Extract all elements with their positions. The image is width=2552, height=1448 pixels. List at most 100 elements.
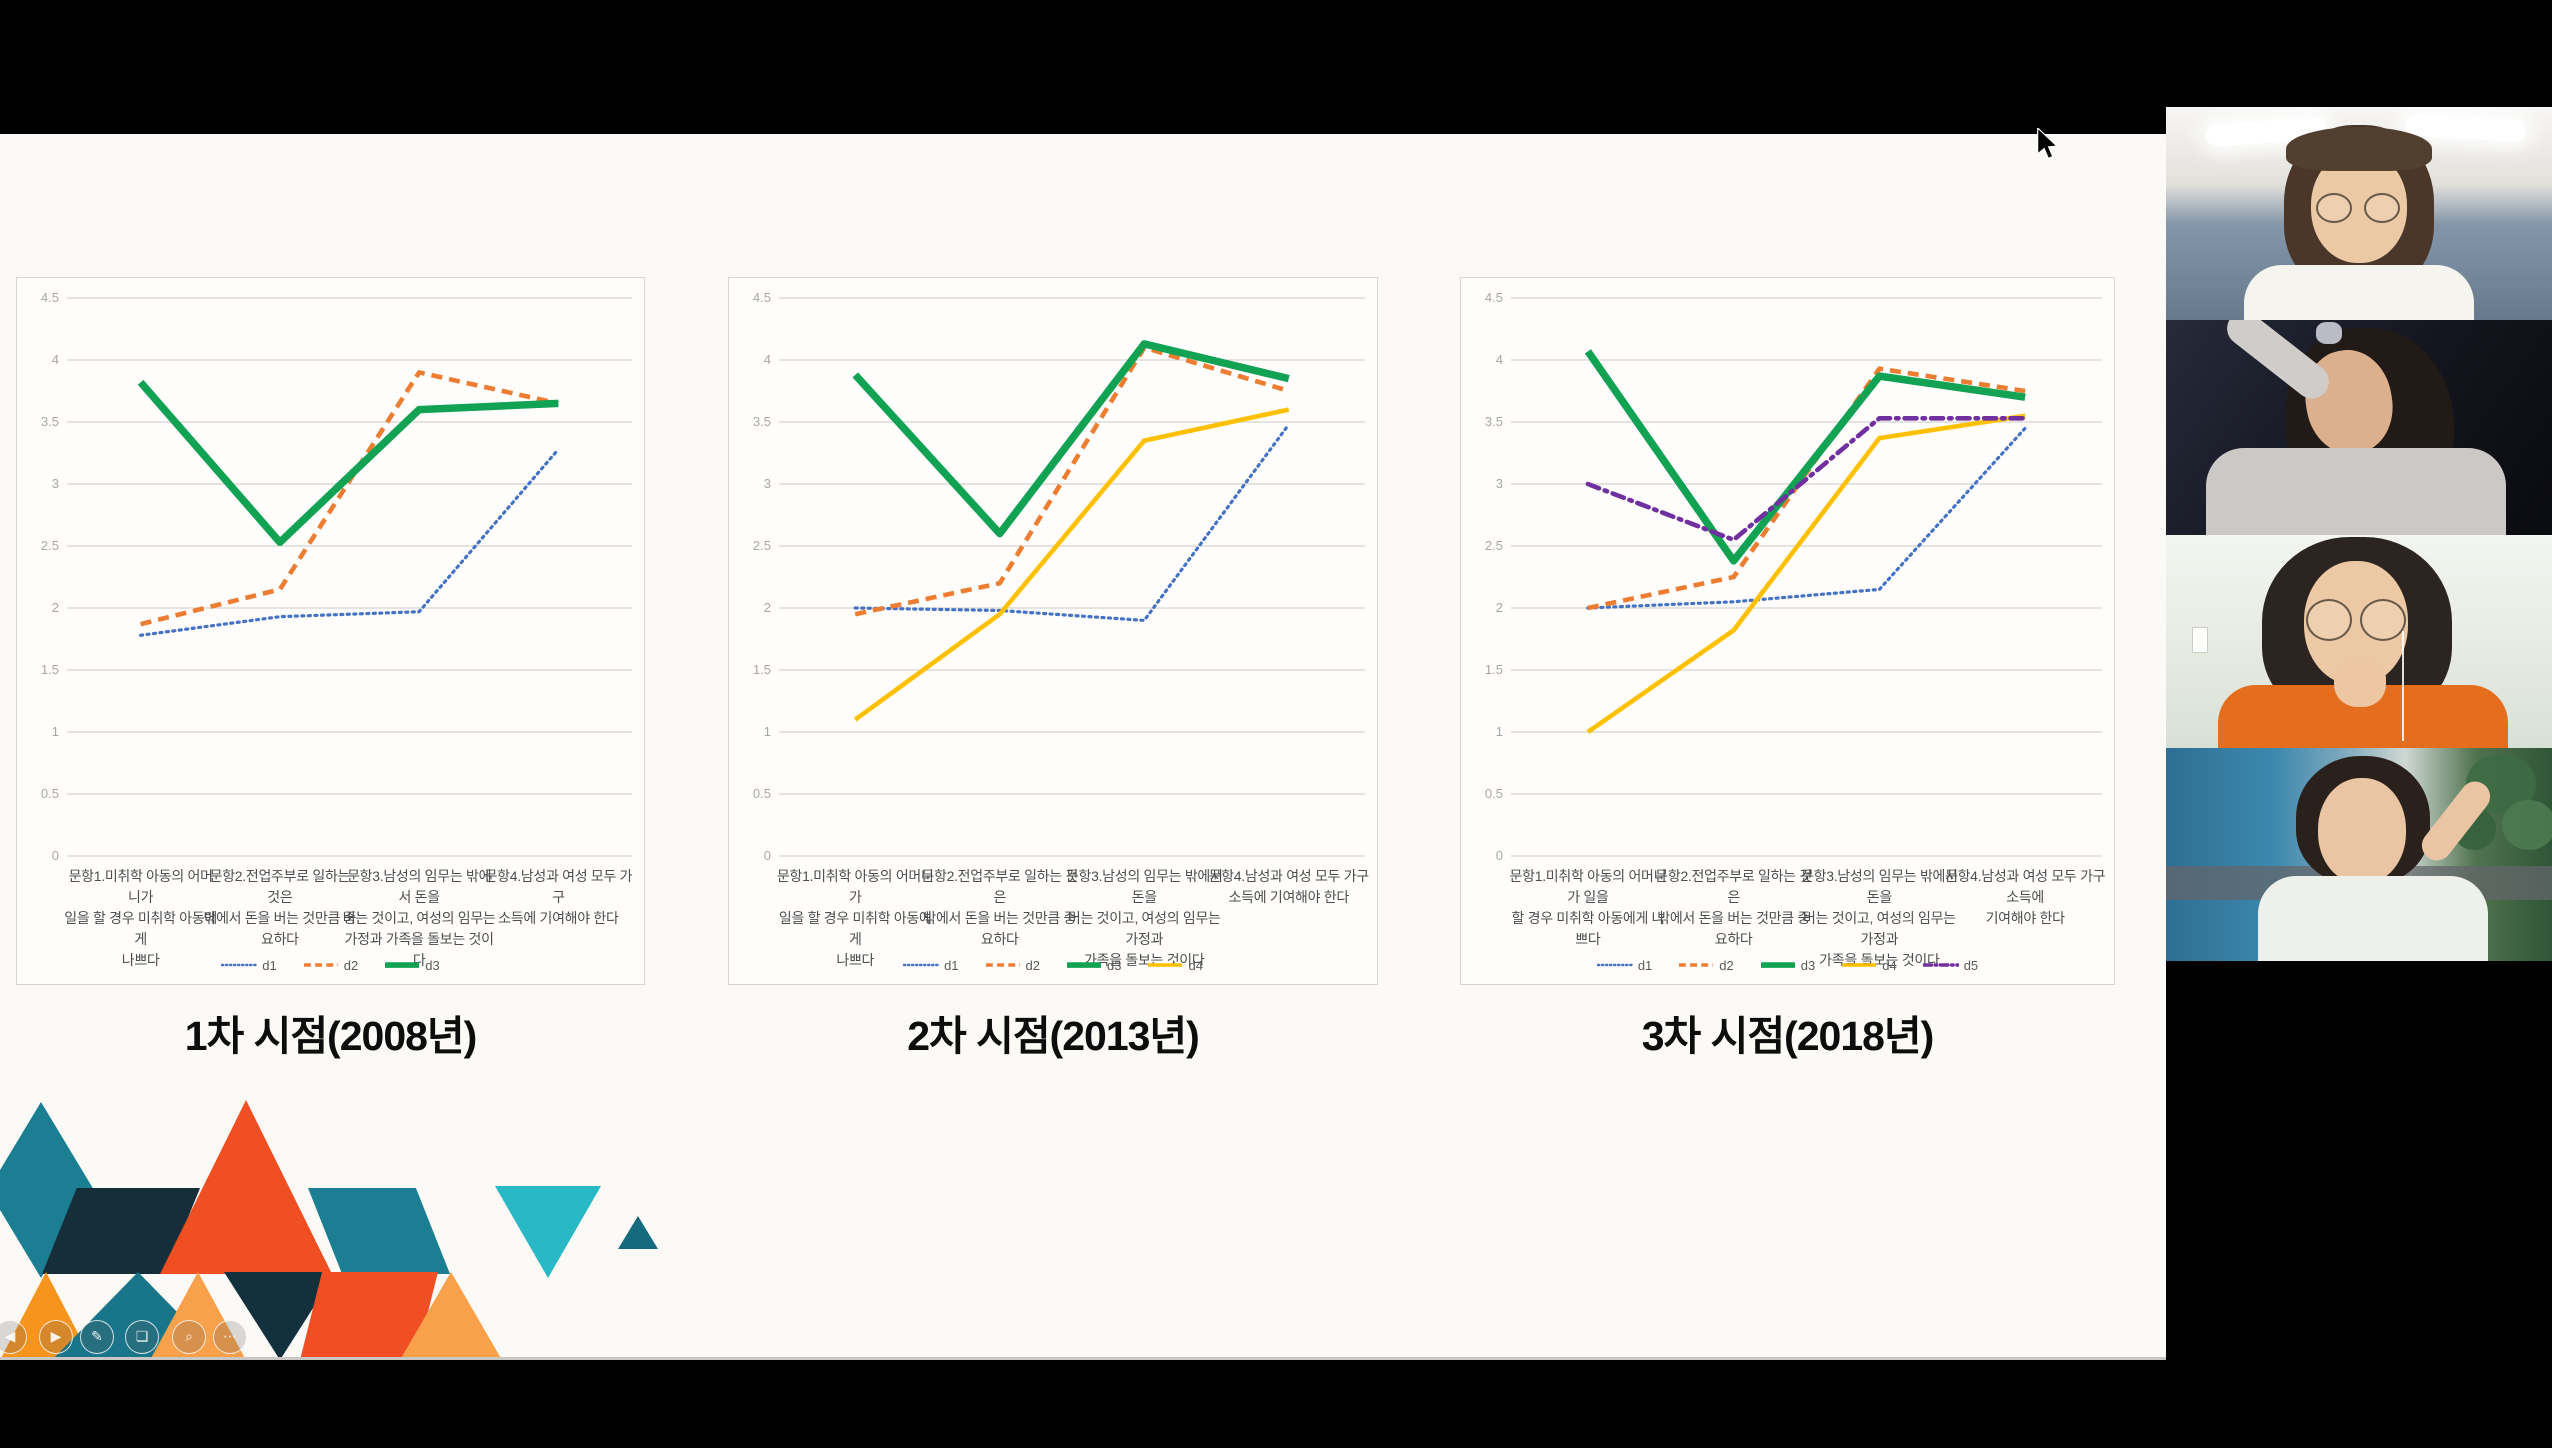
legend-item-d2: d2 xyxy=(303,958,358,973)
logo-shape xyxy=(618,1216,658,1249)
person-bangs xyxy=(2286,127,2432,171)
series-line-d2 xyxy=(854,345,1290,617)
y-tick-label: 1.5 xyxy=(41,662,59,677)
logo-shape xyxy=(42,1188,200,1274)
y-tick-label: 3 xyxy=(764,476,771,491)
x-category-label: 문항4.남성과 여성 모두 가구 소득에 기여해야 한다 xyxy=(1208,868,1370,905)
series-line-d3 xyxy=(1584,349,2026,565)
x-axis-labels: 문항1.미취학 아동의 어머니가 일을 할 경우 미취학 아동에게 나쁘다 문항2… xyxy=(729,866,1377,968)
x-category-label: 문항1.미취학 아동의 어머니가 일을 할 경우 미취학 아동에게 나쁘다 xyxy=(1509,868,1667,947)
line-chart-2018: 0 0.5 1 1.5 2 2.5 3 3.5 4 4.5 문항1.미취학 아동의 어머니가 일을 … xyxy=(1460,277,2115,985)
legend-label: d4 xyxy=(1882,957,1897,973)
legend-item-d3: d3 xyxy=(1066,958,1121,973)
zoom-slide-button[interactable]: ⌕ xyxy=(172,1320,206,1354)
legend-label: d1 xyxy=(944,957,959,973)
mouse-cursor xyxy=(2037,128,2059,160)
legend-label: d2 xyxy=(1025,957,1040,973)
series-line-d4 xyxy=(853,407,1290,722)
y-tick-label: 2 xyxy=(52,600,59,615)
legend-swatch xyxy=(303,963,338,967)
y-tick-label: 1 xyxy=(52,724,59,739)
plant xyxy=(2502,800,2552,850)
person-torso xyxy=(2258,876,2488,961)
series-line-d3 xyxy=(852,340,1290,538)
earphone-wire xyxy=(2402,631,2404,741)
logo-shape xyxy=(300,1272,438,1357)
legend-label: d3 xyxy=(425,957,440,973)
chart-legend: d1 d2 d3 xyxy=(17,952,644,978)
legend-item-d4: d4 xyxy=(1841,957,1897,973)
person-torso xyxy=(2244,265,2474,320)
chart-plot: 0 0.5 1 1.5 2 2.5 3 3.5 4 4.5 xyxy=(753,290,1365,863)
y-tick-label: 4.5 xyxy=(41,290,59,305)
chart-legend: d1 d2 d3 d4 xyxy=(729,952,1377,978)
legend-swatch xyxy=(1679,963,1714,967)
round-glasses-icon xyxy=(2360,599,2406,641)
legend-swatch xyxy=(1148,963,1183,967)
previous-slide-button[interactable]: ◀ xyxy=(0,1320,27,1354)
chart-title-2018: 3차 시점(2018년) xyxy=(1641,1013,1935,1059)
participant-video-4[interactable] xyxy=(2166,748,2552,961)
legend-label: d2 xyxy=(343,957,359,973)
more-options-button[interactable]: ⋯ xyxy=(213,1320,247,1354)
logo-shape xyxy=(308,1188,450,1274)
series-line-d2 xyxy=(1587,366,2026,611)
y-tick-label: 3.5 xyxy=(753,414,771,429)
y-tick-label: 3.5 xyxy=(1485,414,1503,429)
y-tick-label: 0.5 xyxy=(41,786,59,801)
glasses-icon xyxy=(2316,193,2352,223)
x-category-label: 문항4.남성과 여성 모두 가구 소득에 기여해야 한다 xyxy=(484,868,633,926)
round-glasses-icon xyxy=(2306,599,2352,641)
series-line-d1 xyxy=(139,447,560,637)
legend-label: d1 xyxy=(1637,957,1653,973)
y-tick-label: 3 xyxy=(52,476,59,491)
wall-switch xyxy=(2192,627,2208,653)
participant-video-3[interactable] xyxy=(2166,535,2552,748)
participant-video-2[interactable] xyxy=(2166,320,2552,535)
y-tick-label: 2 xyxy=(764,600,771,615)
legend-swatch xyxy=(985,963,1020,967)
y-tick-label: 2.5 xyxy=(753,538,771,553)
legend-item-d1: d1 xyxy=(903,957,959,973)
y-tick-label: 0.5 xyxy=(753,786,771,801)
line-chart-2013: 0 0.5 1 1.5 2 2.5 3 3.5 4 4.5 문항1.미취학 아동의 어머니가 일을 … xyxy=(728,277,1378,985)
legend-swatch xyxy=(221,963,258,967)
next-slide-button[interactable]: ▶ xyxy=(39,1320,73,1354)
chart-legend: d1 d2 d3 d4 d5 xyxy=(1461,952,2114,978)
legend-label: d3 xyxy=(1800,957,1816,973)
legend-label: d1 xyxy=(262,957,277,973)
glasses-icon xyxy=(2364,193,2400,223)
legend-item-d2: d2 xyxy=(1678,958,1734,973)
y-tick-label: 0 xyxy=(52,848,59,863)
legend-swatch xyxy=(903,963,940,967)
y-tick-label: 2.5 xyxy=(41,538,59,553)
x-category-label: 문항2.전업주부로 일하는 것은 밖에서 돈을 버는 것만큼 중요하다 xyxy=(921,868,1079,947)
legend-item-d2: d2 xyxy=(985,958,1040,973)
x-category-label: 문항2.전업주부로 일하는 것은 밖에서 돈을 버는 것만큼 중요하다 xyxy=(1655,868,1812,947)
y-tick-label: 1 xyxy=(764,724,771,739)
series-line-d5 xyxy=(1585,415,2028,543)
legend-label: d3 xyxy=(1107,957,1122,973)
legend-swatch xyxy=(1596,963,1633,967)
y-tick-label: 0.5 xyxy=(1485,786,1503,801)
y-tick-label: 2 xyxy=(1496,600,1503,615)
legend-swatch xyxy=(1067,962,1101,968)
all-slides-button[interactable]: ❏ xyxy=(125,1320,159,1354)
x-category-label: 문항2.전업주부로 일하는 것은 밖에서 돈을 버는 것만큼 중요하다 xyxy=(203,868,357,947)
participant-video-1[interactable] xyxy=(2166,107,2552,320)
series-line-d1 xyxy=(853,422,1291,622)
y-tick-label: 2.5 xyxy=(1485,538,1503,553)
eye-drop-bottle xyxy=(2316,322,2342,344)
x-category-label: 문항1.미취학 아동의 어머니가 일을 할 경우 미취학 아동에게 나쁘다 xyxy=(64,868,217,968)
x-category-label: 문항3.남성의 임무는 밖에서 돈을 버는 것이고, 여성의 임무는 가정과 가… xyxy=(342,868,496,968)
chart-plot: 0 0.5 1 1.5 2 2.5 3 3.5 4 4.5 xyxy=(1485,290,2102,863)
series-line-d3 xyxy=(137,379,559,547)
legend-item-d1: d1 xyxy=(1596,957,1653,973)
logo-shape xyxy=(495,1186,601,1278)
y-tick-label: 4 xyxy=(764,352,771,367)
y-tick-label: 1.5 xyxy=(1485,662,1503,677)
chart-title-2008: 1차 시점(2008년) xyxy=(184,1013,478,1059)
pen-tool-button[interactable]: ✎ xyxy=(80,1320,114,1354)
legend-label: d4 xyxy=(1188,957,1203,973)
